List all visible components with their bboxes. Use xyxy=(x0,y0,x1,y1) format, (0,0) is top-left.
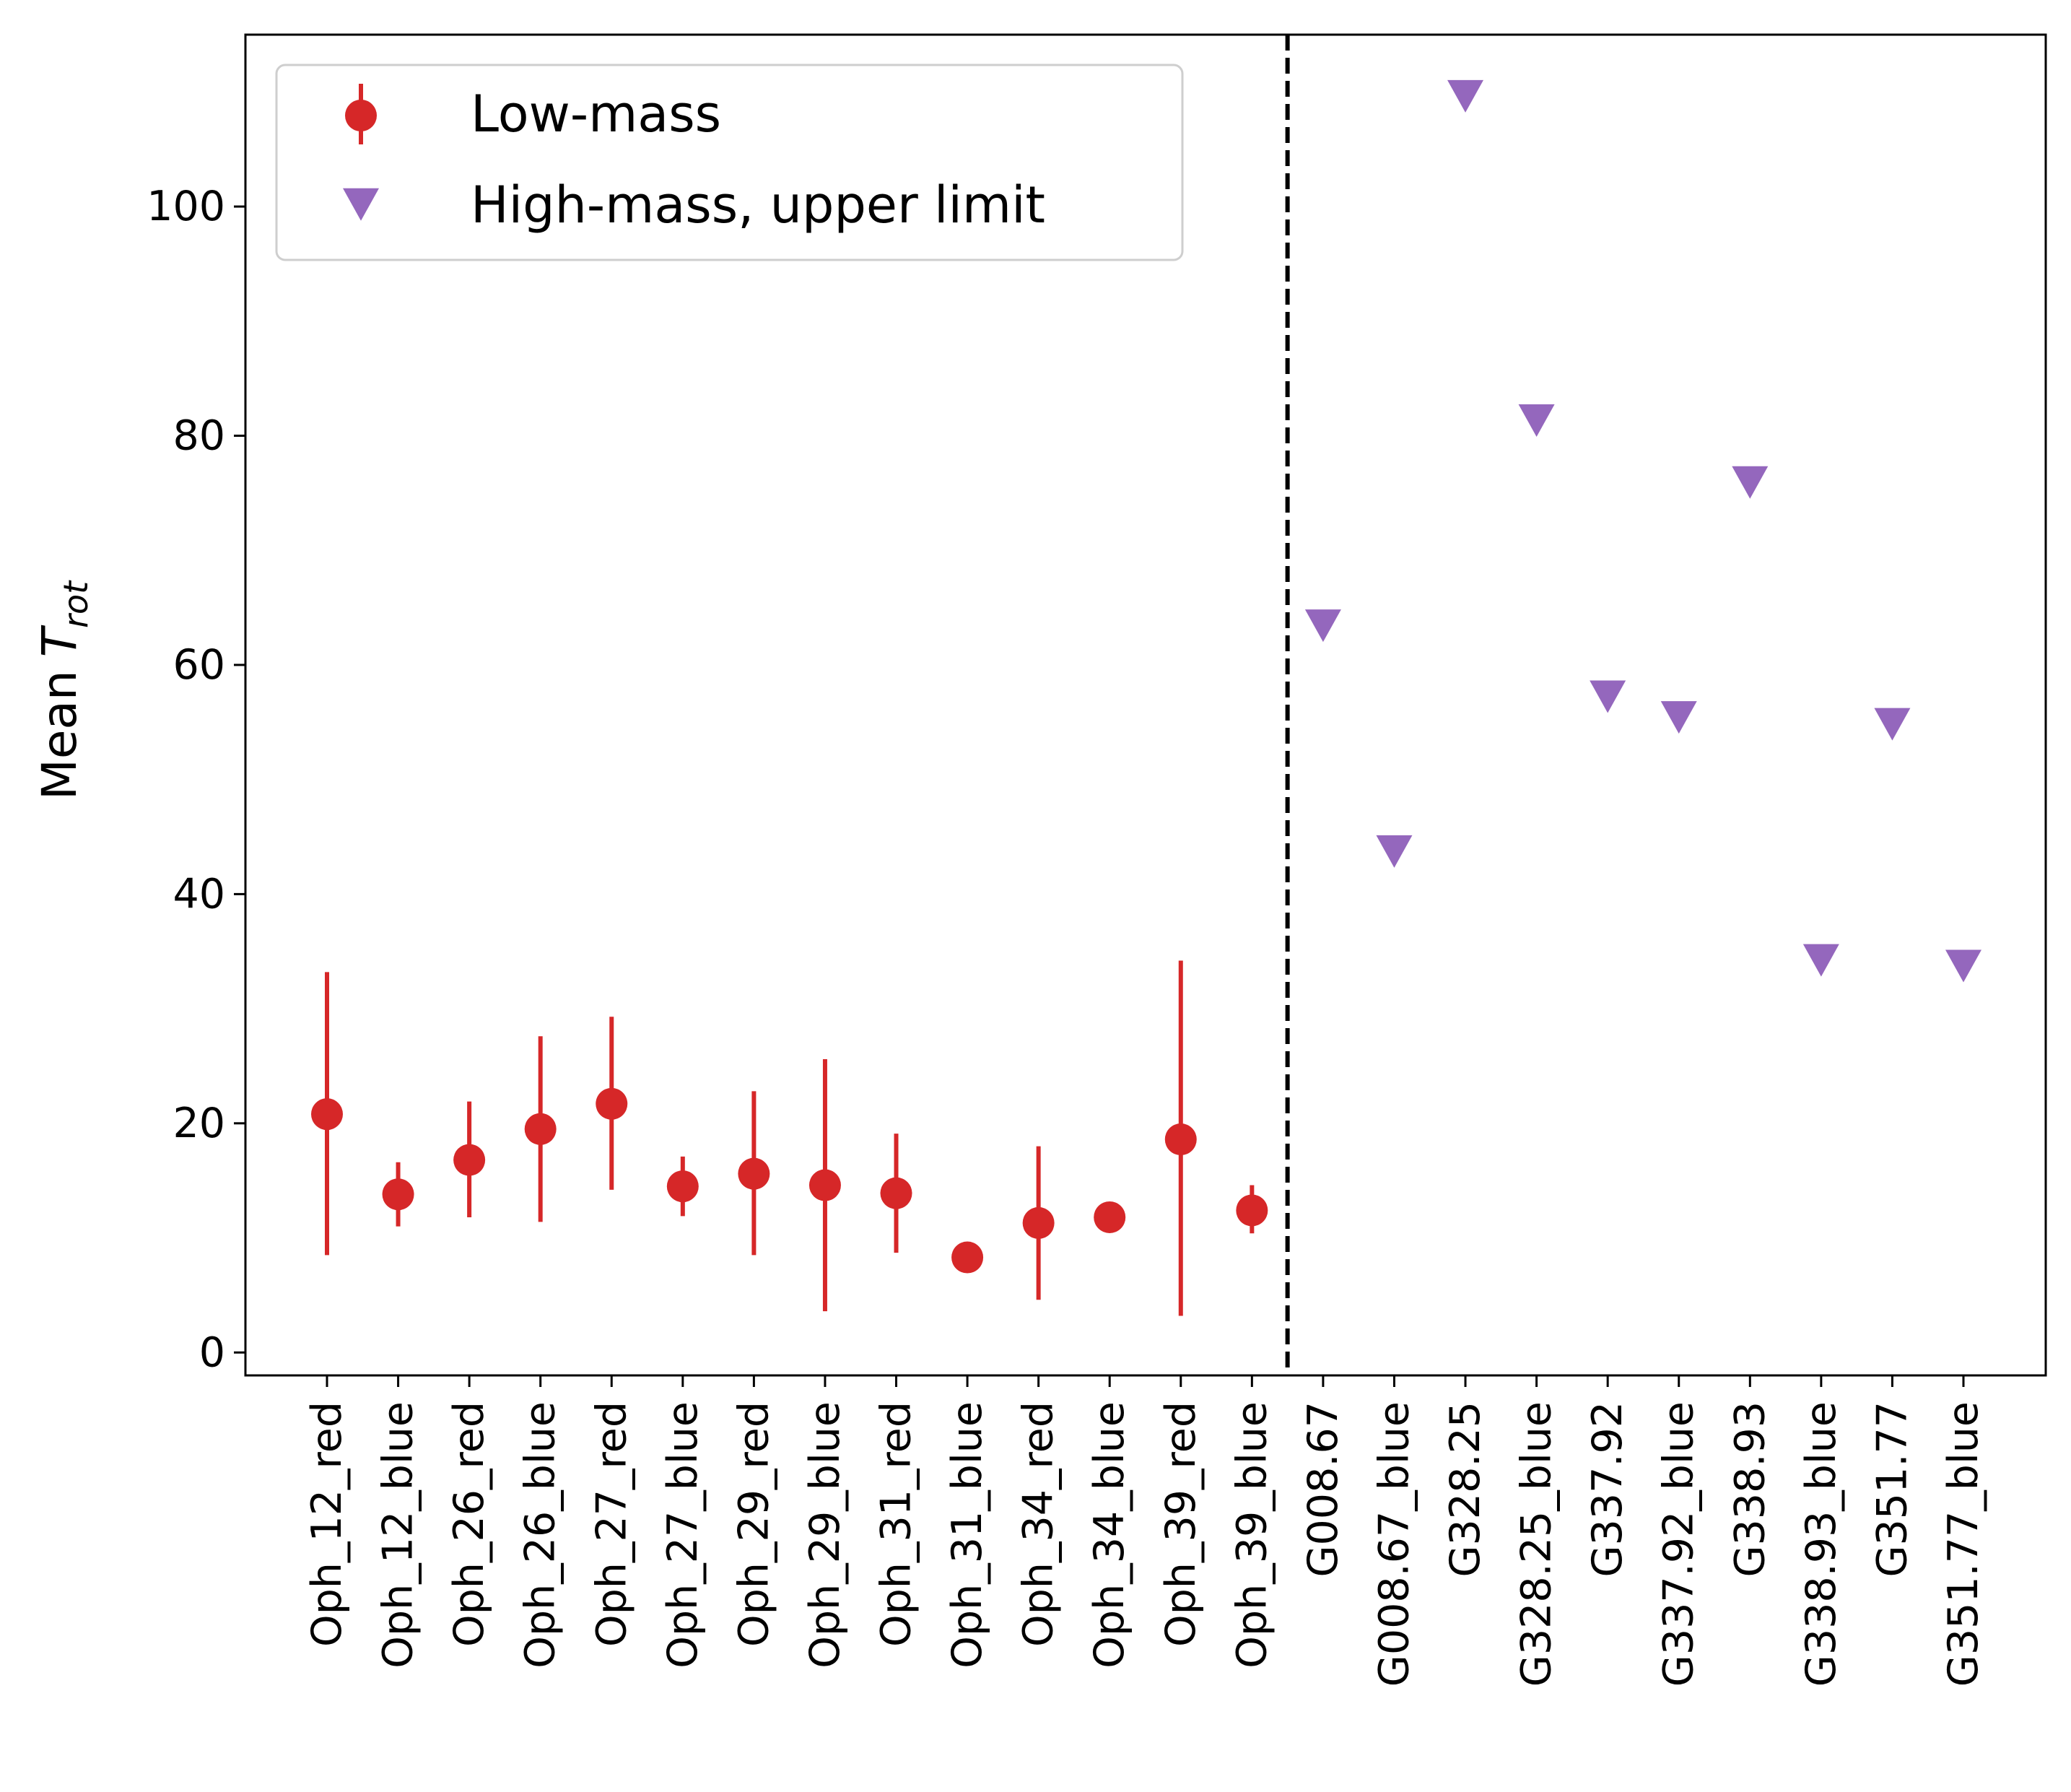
x-tick-label: Oph_12_blue xyxy=(375,1401,422,1669)
legend: Low-mass High-mass, upper limit xyxy=(275,64,1184,261)
data-point-low-mass xyxy=(1022,1206,1055,1239)
data-point-high-mass xyxy=(1304,609,1341,643)
x-tick-label: Oph_26_red xyxy=(445,1401,493,1647)
data-point-high-mass xyxy=(1945,949,1981,983)
data-point-low-mass xyxy=(738,1157,770,1190)
x-tick-label: G008.67 xyxy=(1299,1401,1347,1578)
data-point-high-mass xyxy=(1518,404,1555,438)
x-tick-label: Oph_31_blue xyxy=(943,1401,991,1669)
x-tick-label: Oph_29_red xyxy=(730,1401,777,1647)
data-point-low-mass xyxy=(1236,1194,1268,1227)
x-tick-label: Oph_31_red xyxy=(873,1401,920,1647)
x-tick-label: G351.77 xyxy=(1868,1401,1916,1578)
legend-marker-high-mass xyxy=(343,188,379,221)
data-point-high-mass xyxy=(1447,79,1484,113)
x-tick-label: Oph_27_blue xyxy=(659,1401,707,1669)
y-tick-label: 20 xyxy=(173,1100,225,1147)
x-tick-label: Oph_39_red xyxy=(1157,1401,1205,1647)
data-point-low-mass xyxy=(453,1144,486,1176)
y-tick-label: 80 xyxy=(173,412,225,460)
x-tick-label: G338.93 xyxy=(1726,1401,1774,1578)
data-point-low-mass xyxy=(311,1098,343,1131)
data-point-high-mass xyxy=(1874,708,1911,741)
x-tick-label: Oph_29_blue xyxy=(801,1401,849,1669)
x-tick-label: Oph_12_red xyxy=(303,1401,351,1647)
axes: 0 20 40 60 80 100 Oph_12_red Oph_12_blue Oph_26_… xyxy=(32,33,2047,1687)
x-tick-label: G338.93_blue xyxy=(1797,1401,1845,1687)
data-point-high-mass xyxy=(1660,701,1697,734)
x-tick-label: Oph_34_red xyxy=(1015,1401,1063,1647)
data-point-low-mass xyxy=(1164,1123,1197,1156)
y-axis-label-word: Mean xyxy=(32,670,87,800)
axes-frame xyxy=(244,33,2047,1377)
x-tick-label: Oph_26_blue xyxy=(517,1401,564,1669)
y-axis-label-symbol: T xyxy=(32,625,87,657)
x-tick-label: G337.92_blue xyxy=(1655,1401,1703,1687)
y-tick-label: 0 xyxy=(199,1328,225,1376)
legend-label-low-mass: Low-mass xyxy=(471,84,721,144)
y-tick-label: 60 xyxy=(173,641,225,689)
x-tick-label: Oph_39_blue xyxy=(1228,1401,1276,1669)
x-tick-label: G008.67_blue xyxy=(1370,1401,1418,1687)
data-point-high-mass xyxy=(1802,944,1839,977)
data-point-high-mass xyxy=(1732,466,1769,499)
data-point-low-mass xyxy=(596,1087,628,1120)
data-point-low-mass xyxy=(666,1170,699,1203)
data-point-low-mass xyxy=(808,1169,841,1201)
data-point-low-mass xyxy=(880,1177,912,1209)
data-point-low-mass xyxy=(524,1113,557,1145)
data-point-high-mass xyxy=(1376,835,1413,868)
y-tick-label: 40 xyxy=(173,870,225,918)
x-tick-label: G328.25_blue xyxy=(1513,1401,1561,1687)
legend-marker-low-mass xyxy=(345,100,377,131)
legend-box xyxy=(275,64,1184,261)
data-point-high-mass xyxy=(1590,680,1626,713)
y-axis-label: Mean Trot xyxy=(32,580,95,800)
data-point-low-mass xyxy=(951,1241,984,1274)
x-tick-label: G328.25 xyxy=(1442,1401,1489,1578)
plot-area xyxy=(311,35,1981,1375)
x-tick-label: Oph_34_blue xyxy=(1086,1401,1133,1669)
legend-label-high-mass: High-mass, upper limit xyxy=(471,175,1045,235)
x-tick-label: Oph_27_red xyxy=(588,1401,635,1647)
y-axis-label-subscript: rot xyxy=(56,580,95,628)
data-point-low-mass xyxy=(1094,1201,1126,1233)
x-tick-label: G351.77_blue xyxy=(1940,1401,1987,1687)
y-tick-label: 100 xyxy=(147,183,225,230)
x-tick-label: G337.92 xyxy=(1584,1401,1631,1578)
data-point-low-mass xyxy=(382,1178,414,1211)
